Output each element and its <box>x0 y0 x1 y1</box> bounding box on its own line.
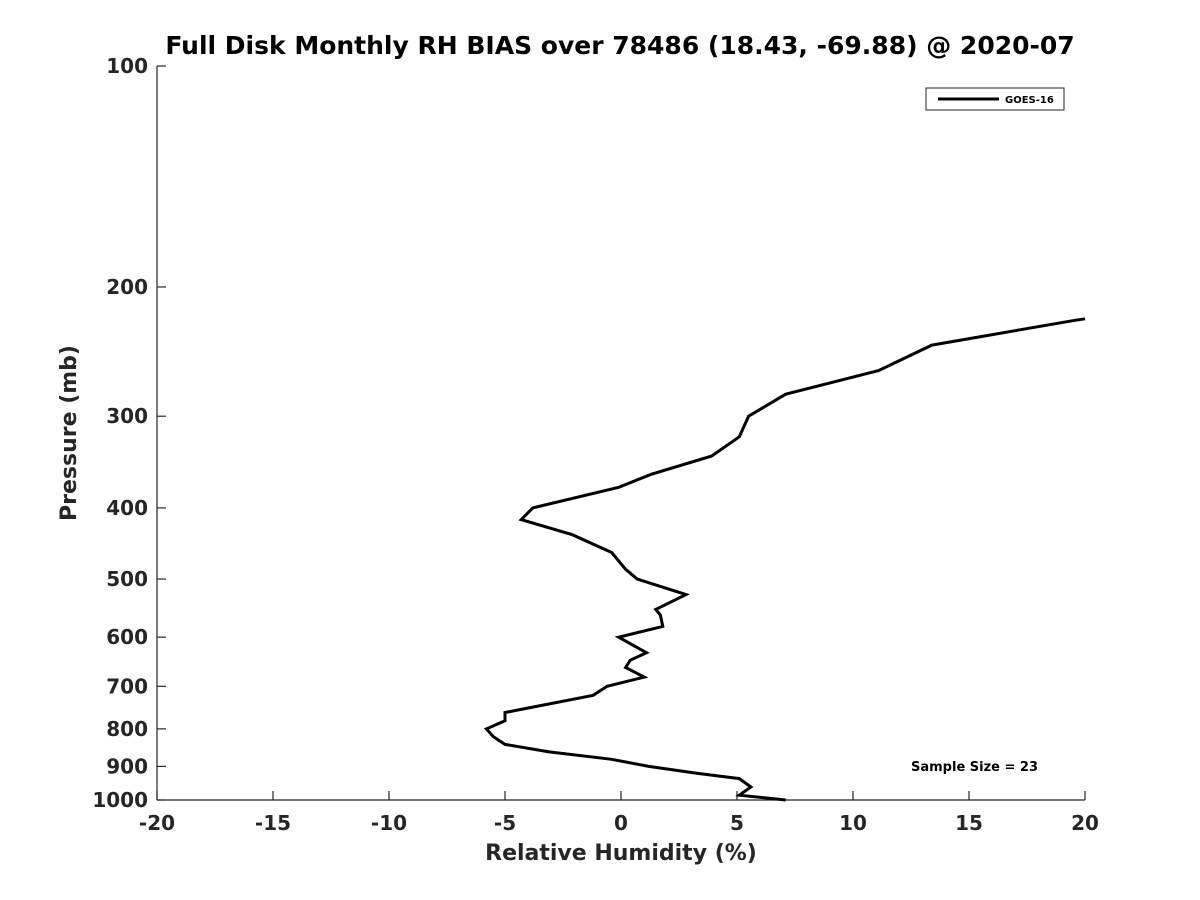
x-tick-label: 5 <box>730 811 744 835</box>
chart-title: Full Disk Monthly RH BIAS over 78486 (18… <box>165 31 1074 60</box>
y-tick-label: 400 <box>106 496 148 520</box>
y-axis-ticks: 100 200 300 400 500 600 700 800 900 1000 <box>92 54 166 812</box>
y-tick-label: 800 <box>106 717 148 741</box>
legend-label-goes16: GOES-16 <box>1005 95 1054 106</box>
plot-area: -20 -15 -10 -5 0 5 10 15 20 100 200 300 400 500 600 70… <box>92 54 1099 835</box>
x-tick-label: 0 <box>614 811 628 835</box>
x-tick-label: 15 <box>955 811 983 835</box>
legend: GOES-16 <box>925 87 1065 111</box>
y-tick-label: 1000 <box>92 788 148 812</box>
x-tick-label: -20 <box>139 811 175 835</box>
y-tick-label: 900 <box>106 754 148 778</box>
sample-size-annotation: Sample Size = 23 <box>911 760 1038 775</box>
y-tick-label: 300 <box>106 404 148 428</box>
x-tick-label: -15 <box>255 811 291 835</box>
x-tick-label: -5 <box>494 811 516 835</box>
y-axis-label: Pressure (mb) <box>57 345 82 521</box>
y-tick-label: 600 <box>106 625 148 649</box>
y-tick-label: 100 <box>106 54 148 78</box>
x-tick-label: 20 <box>1071 811 1099 835</box>
y-tick-label: 700 <box>106 674 148 698</box>
x-axis-label: Relative Humidity (%) <box>485 841 757 866</box>
x-tick-label: 10 <box>839 811 867 835</box>
x-axis-ticks: -20 -15 -10 -5 0 5 10 15 20 <box>139 791 1099 835</box>
series-line-goes16 <box>483 317 1086 802</box>
y-tick-label: 200 <box>106 275 148 299</box>
y-tick-label: 500 <box>106 567 148 591</box>
x-tick-label: -10 <box>371 811 407 835</box>
series-layer <box>483 317 1086 802</box>
